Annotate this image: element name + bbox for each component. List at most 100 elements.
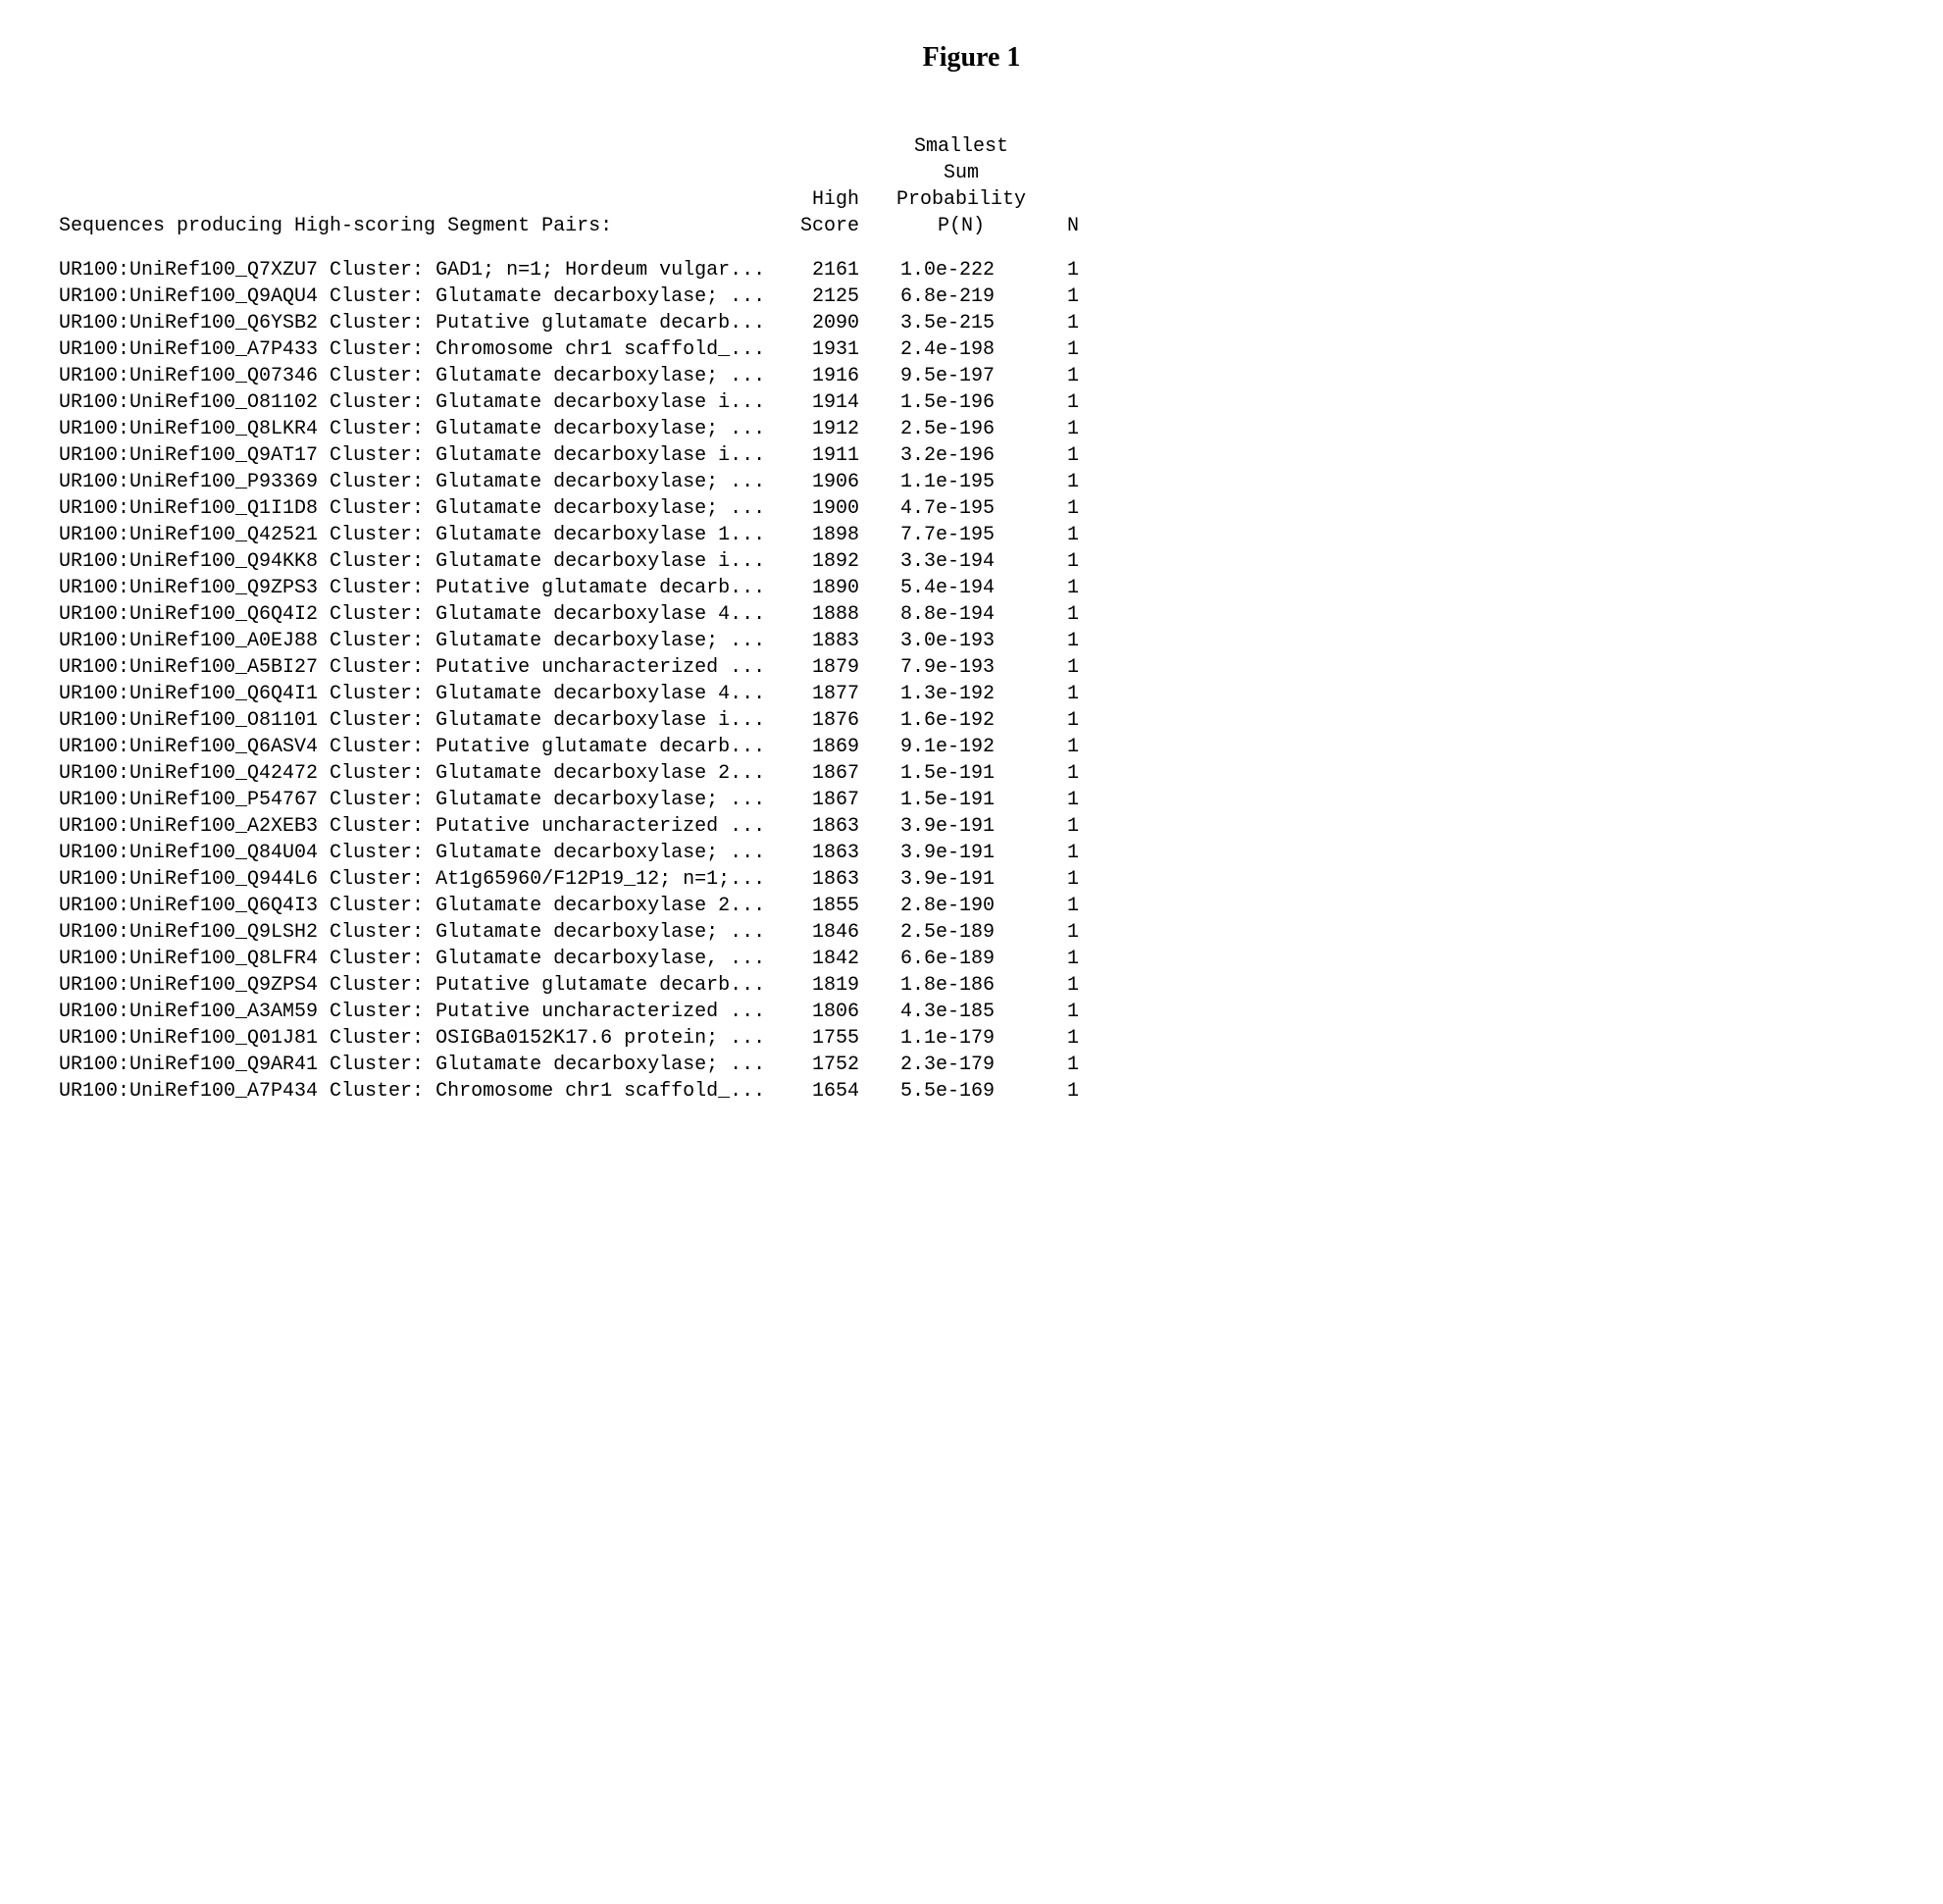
header-pn: P(N) [873,213,1049,239]
score-cell: 1863 [775,866,873,893]
score-cell: 1752 [775,1052,873,1078]
prob-cell: 1.8e-186 [873,972,1049,999]
n-cell: 1 [1049,416,1079,442]
prob-cell: 3.9e-191 [873,866,1049,893]
n-cell: 1 [1049,310,1079,336]
header-sequences: Sequences producing High-scoring Segment… [59,213,775,239]
sequence-cell: UR100:UniRef100_Q9ZPS4 Cluster: Putative… [59,972,775,999]
sequence-cell: UR100:UniRef100_Q9ZPS3 Cluster: Putative… [59,575,775,601]
n-cell: 1 [1049,283,1079,310]
sequence-cell: UR100:UniRef100_Q9AT17 Cluster: Glutamat… [59,442,775,469]
score-cell: 2090 [775,310,873,336]
score-cell: 1877 [775,681,873,707]
score-cell: 1883 [775,628,873,654]
n-cell: 1 [1049,760,1079,787]
table-row: UR100:UniRef100_Q9AQU4 Cluster: Glutamat… [59,283,1884,310]
prob-cell: 3.0e-193 [873,628,1049,654]
sequence-cell: UR100:UniRef100_A5BI27 Cluster: Putative… [59,654,775,681]
prob-cell: 3.9e-191 [873,813,1049,840]
n-cell: 1 [1049,442,1079,469]
table-row: UR100:UniRef100_Q1I1D8 Cluster: Glutamat… [59,495,1884,522]
score-cell: 2161 [775,257,873,283]
sequence-cell: UR100:UniRef100_P93369 Cluster: Glutamat… [59,469,775,495]
sequence-cell: UR100:UniRef100_Q1I1D8 Cluster: Glutamat… [59,495,775,522]
sequence-cell: UR100:UniRef100_Q42521 Cluster: Glutamat… [59,522,775,548]
score-cell: 1911 [775,442,873,469]
table-row: UR100:UniRef100_Q9AT17 Cluster: Glutamat… [59,442,1884,469]
table-row: UR100:UniRef100_Q944L6 Cluster: At1g6596… [59,866,1884,893]
n-cell: 1 [1049,919,1079,946]
table-row: UR100:UniRef100_Q6Q4I1 Cluster: Glutamat… [59,681,1884,707]
n-cell: 1 [1049,336,1079,363]
sequence-cell: UR100:UniRef100_Q944L6 Cluster: At1g6596… [59,866,775,893]
table-row: UR100:UniRef100_A2XEB3 Cluster: Putative… [59,813,1884,840]
sequence-cell: UR100:UniRef100_Q6Q4I3 Cluster: Glutamat… [59,893,775,919]
score-cell: 1855 [775,893,873,919]
n-cell: 1 [1049,601,1079,628]
score-cell: 1892 [775,548,873,575]
prob-cell: 2.4e-198 [873,336,1049,363]
sequence-cell: UR100:UniRef100_A0EJ88 Cluster: Glutamat… [59,628,775,654]
score-cell: 1806 [775,999,873,1025]
prob-cell: 1.5e-191 [873,760,1049,787]
n-cell: 1 [1049,681,1079,707]
n-cell: 1 [1049,866,1079,893]
table-row: UR100:UniRef100_O81102 Cluster: Glutamat… [59,389,1884,416]
n-cell: 1 [1049,257,1079,283]
score-cell: 1906 [775,469,873,495]
n-cell: 1 [1049,813,1079,840]
prob-cell: 7.9e-193 [873,654,1049,681]
prob-cell: 9.5e-197 [873,363,1049,389]
prob-cell: 3.2e-196 [873,442,1049,469]
header-prob-smallest: Smallest [873,133,1049,160]
score-cell: 1876 [775,707,873,734]
prob-cell: 6.6e-189 [873,946,1049,972]
prob-cell: 4.7e-195 [873,495,1049,522]
n-cell: 1 [1049,787,1079,813]
score-cell: 1755 [775,1025,873,1052]
table-row: UR100:UniRef100_A7P434 Cluster: Chromoso… [59,1078,1884,1105]
table-row: UR100:UniRef100_Q9ZPS3 Cluster: Putative… [59,575,1884,601]
table-row: UR100:UniRef100_P54767 Cluster: Glutamat… [59,787,1884,813]
score-cell: 1900 [775,495,873,522]
header-n: N [1049,213,1079,239]
table-row: UR100:UniRef100_Q84U04 Cluster: Glutamat… [59,840,1884,866]
header-score: Score [775,213,873,239]
table-row: UR100:UniRef100_Q9AR41 Cluster: Glutamat… [59,1052,1884,1078]
table-row: UR100:UniRef100_P93369 Cluster: Glutamat… [59,469,1884,495]
score-cell: 1863 [775,813,873,840]
figure-title: Figure 1 [59,39,1884,77]
table-row: UR100:UniRef100_Q6YSB2 Cluster: Putative… [59,310,1884,336]
table-row: UR100:UniRef100_Q01J81 Cluster: OSIGBa01… [59,1025,1884,1052]
sequence-cell: UR100:UniRef100_Q01J81 Cluster: OSIGBa01… [59,1025,775,1052]
n-cell: 1 [1049,893,1079,919]
n-cell: 1 [1049,1025,1079,1052]
sequence-cell: UR100:UniRef100_Q6Q4I1 Cluster: Glutamat… [59,681,775,707]
sequence-cell: UR100:UniRef100_A7P433 Cluster: Chromoso… [59,336,775,363]
table-row: UR100:UniRef100_Q94KK8 Cluster: Glutamat… [59,548,1884,575]
table-row: UR100:UniRef100_Q9LSH2 Cluster: Glutamat… [59,919,1884,946]
score-cell: 1898 [775,522,873,548]
prob-cell: 1.1e-179 [873,1025,1049,1052]
table-row: UR100:UniRef100_Q6ASV4 Cluster: Putative… [59,734,1884,760]
prob-cell: 6.8e-219 [873,283,1049,310]
prob-cell: 1.6e-192 [873,707,1049,734]
sequence-cell: UR100:UniRef100_Q9AR41 Cluster: Glutamat… [59,1052,775,1078]
sequence-cell: UR100:UniRef100_Q94KK8 Cluster: Glutamat… [59,548,775,575]
prob-cell: 1.0e-222 [873,257,1049,283]
header-prob-probability: Probability [873,186,1049,213]
sequence-cell: UR100:UniRef100_Q9LSH2 Cluster: Glutamat… [59,919,775,946]
table-row: UR100:UniRef100_Q42472 Cluster: Glutamat… [59,760,1884,787]
n-cell: 1 [1049,469,1079,495]
sequence-cell: UR100:UniRef100_Q9AQU4 Cluster: Glutamat… [59,283,775,310]
n-cell: 1 [1049,999,1079,1025]
table-row: UR100:UniRef100_A3AM59 Cluster: Putative… [59,999,1884,1025]
sequence-cell: UR100:UniRef100_Q07346 Cluster: Glutamat… [59,363,775,389]
prob-cell: 4.3e-185 [873,999,1049,1025]
sequence-cell: UR100:UniRef100_O81102 Cluster: Glutamat… [59,389,775,416]
sequence-cell: UR100:UniRef100_Q8LKR4 Cluster: Glutamat… [59,416,775,442]
prob-cell: 2.3e-179 [873,1052,1049,1078]
table-row: UR100:UniRef100_Q6Q4I3 Cluster: Glutamat… [59,893,1884,919]
score-cell: 1912 [775,416,873,442]
sequence-cell: UR100:UniRef100_Q7XZU7 Cluster: GAD1; n=… [59,257,775,283]
